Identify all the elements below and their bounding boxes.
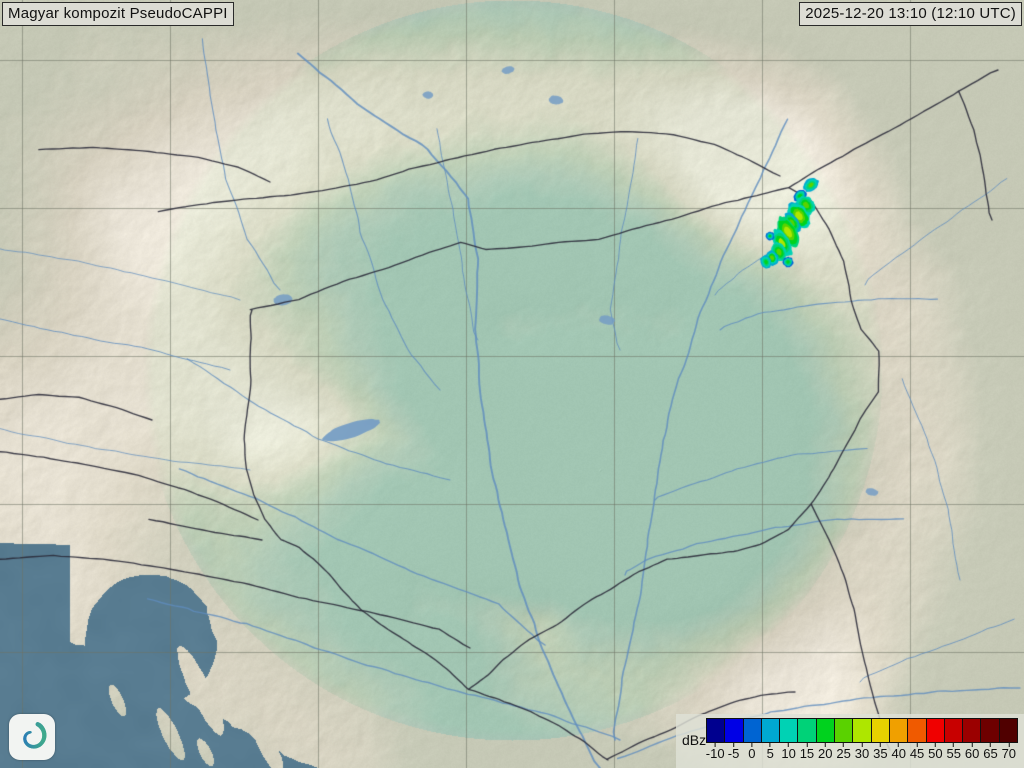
legend-tick-40: 40 (891, 743, 906, 761)
legend-tick-45: 45 (910, 743, 924, 761)
legend-swatch-0 (707, 719, 726, 742)
legend-tick-5: 5 (767, 743, 774, 761)
legend-tick-35: 35 (873, 743, 888, 761)
legend-unit-label: dBz (682, 732, 707, 748)
legend-tick-60: 60 (965, 743, 979, 761)
timestamp-label: 2025-12-20 13:10 (12:10 UTC) (799, 2, 1022, 26)
legend-swatch-7 (835, 719, 854, 742)
legend-tick-55: 55 (947, 743, 961, 761)
legend-tick-0: 0 (748, 743, 755, 761)
legend-swatch-6 (816, 719, 836, 742)
legend-tick-50: 50 (928, 743, 943, 761)
legend-tick--10: -10 (706, 743, 725, 761)
legend-swatch-3 (761, 719, 781, 742)
legend-swatch-5 (798, 719, 817, 742)
legend-tick-20: 20 (818, 743, 833, 761)
legend-swatch-2 (743, 719, 762, 742)
legend-swatch-11 (908, 719, 927, 742)
legend-tick-30: 30 (855, 743, 869, 761)
dbz-color-legend: dBz -10 -5 0 5 10 15 20 25 30 35 40 45 50 55 60 65 70 (676, 714, 1024, 768)
legend-tick-25: 25 (836, 743, 851, 761)
legend-tick-10: 10 (781, 743, 796, 761)
legend-swatch-8 (853, 719, 872, 742)
legend-tick-labels: -10 -5 0 5 10 15 20 25 30 35 40 45 50 55 60 65 70 (706, 743, 1018, 763)
page-title: Magyar kompozit PseudoCAPPI (2, 2, 234, 26)
legend-swatch-9 (871, 719, 890, 742)
legend-swatch-4 (780, 719, 799, 742)
legend-swatch-13 (944, 719, 964, 742)
legend-tick-15: 15 (800, 743, 814, 761)
legend-tick--5: -5 (728, 743, 739, 761)
legend-color-bar (706, 718, 1018, 743)
legend-swatch-10 (889, 719, 909, 742)
legend-swatch-12 (926, 719, 945, 742)
legend-swatch-15 (981, 719, 1000, 742)
legend-tick-70: 70 (1002, 743, 1016, 761)
legend-swatch-16 (999, 719, 1018, 742)
legend-swatch-1 (725, 719, 744, 742)
legend-tick-65: 65 (983, 743, 998, 761)
legend-swatch-14 (963, 719, 982, 742)
omsz-logo[interactable] (9, 714, 55, 760)
